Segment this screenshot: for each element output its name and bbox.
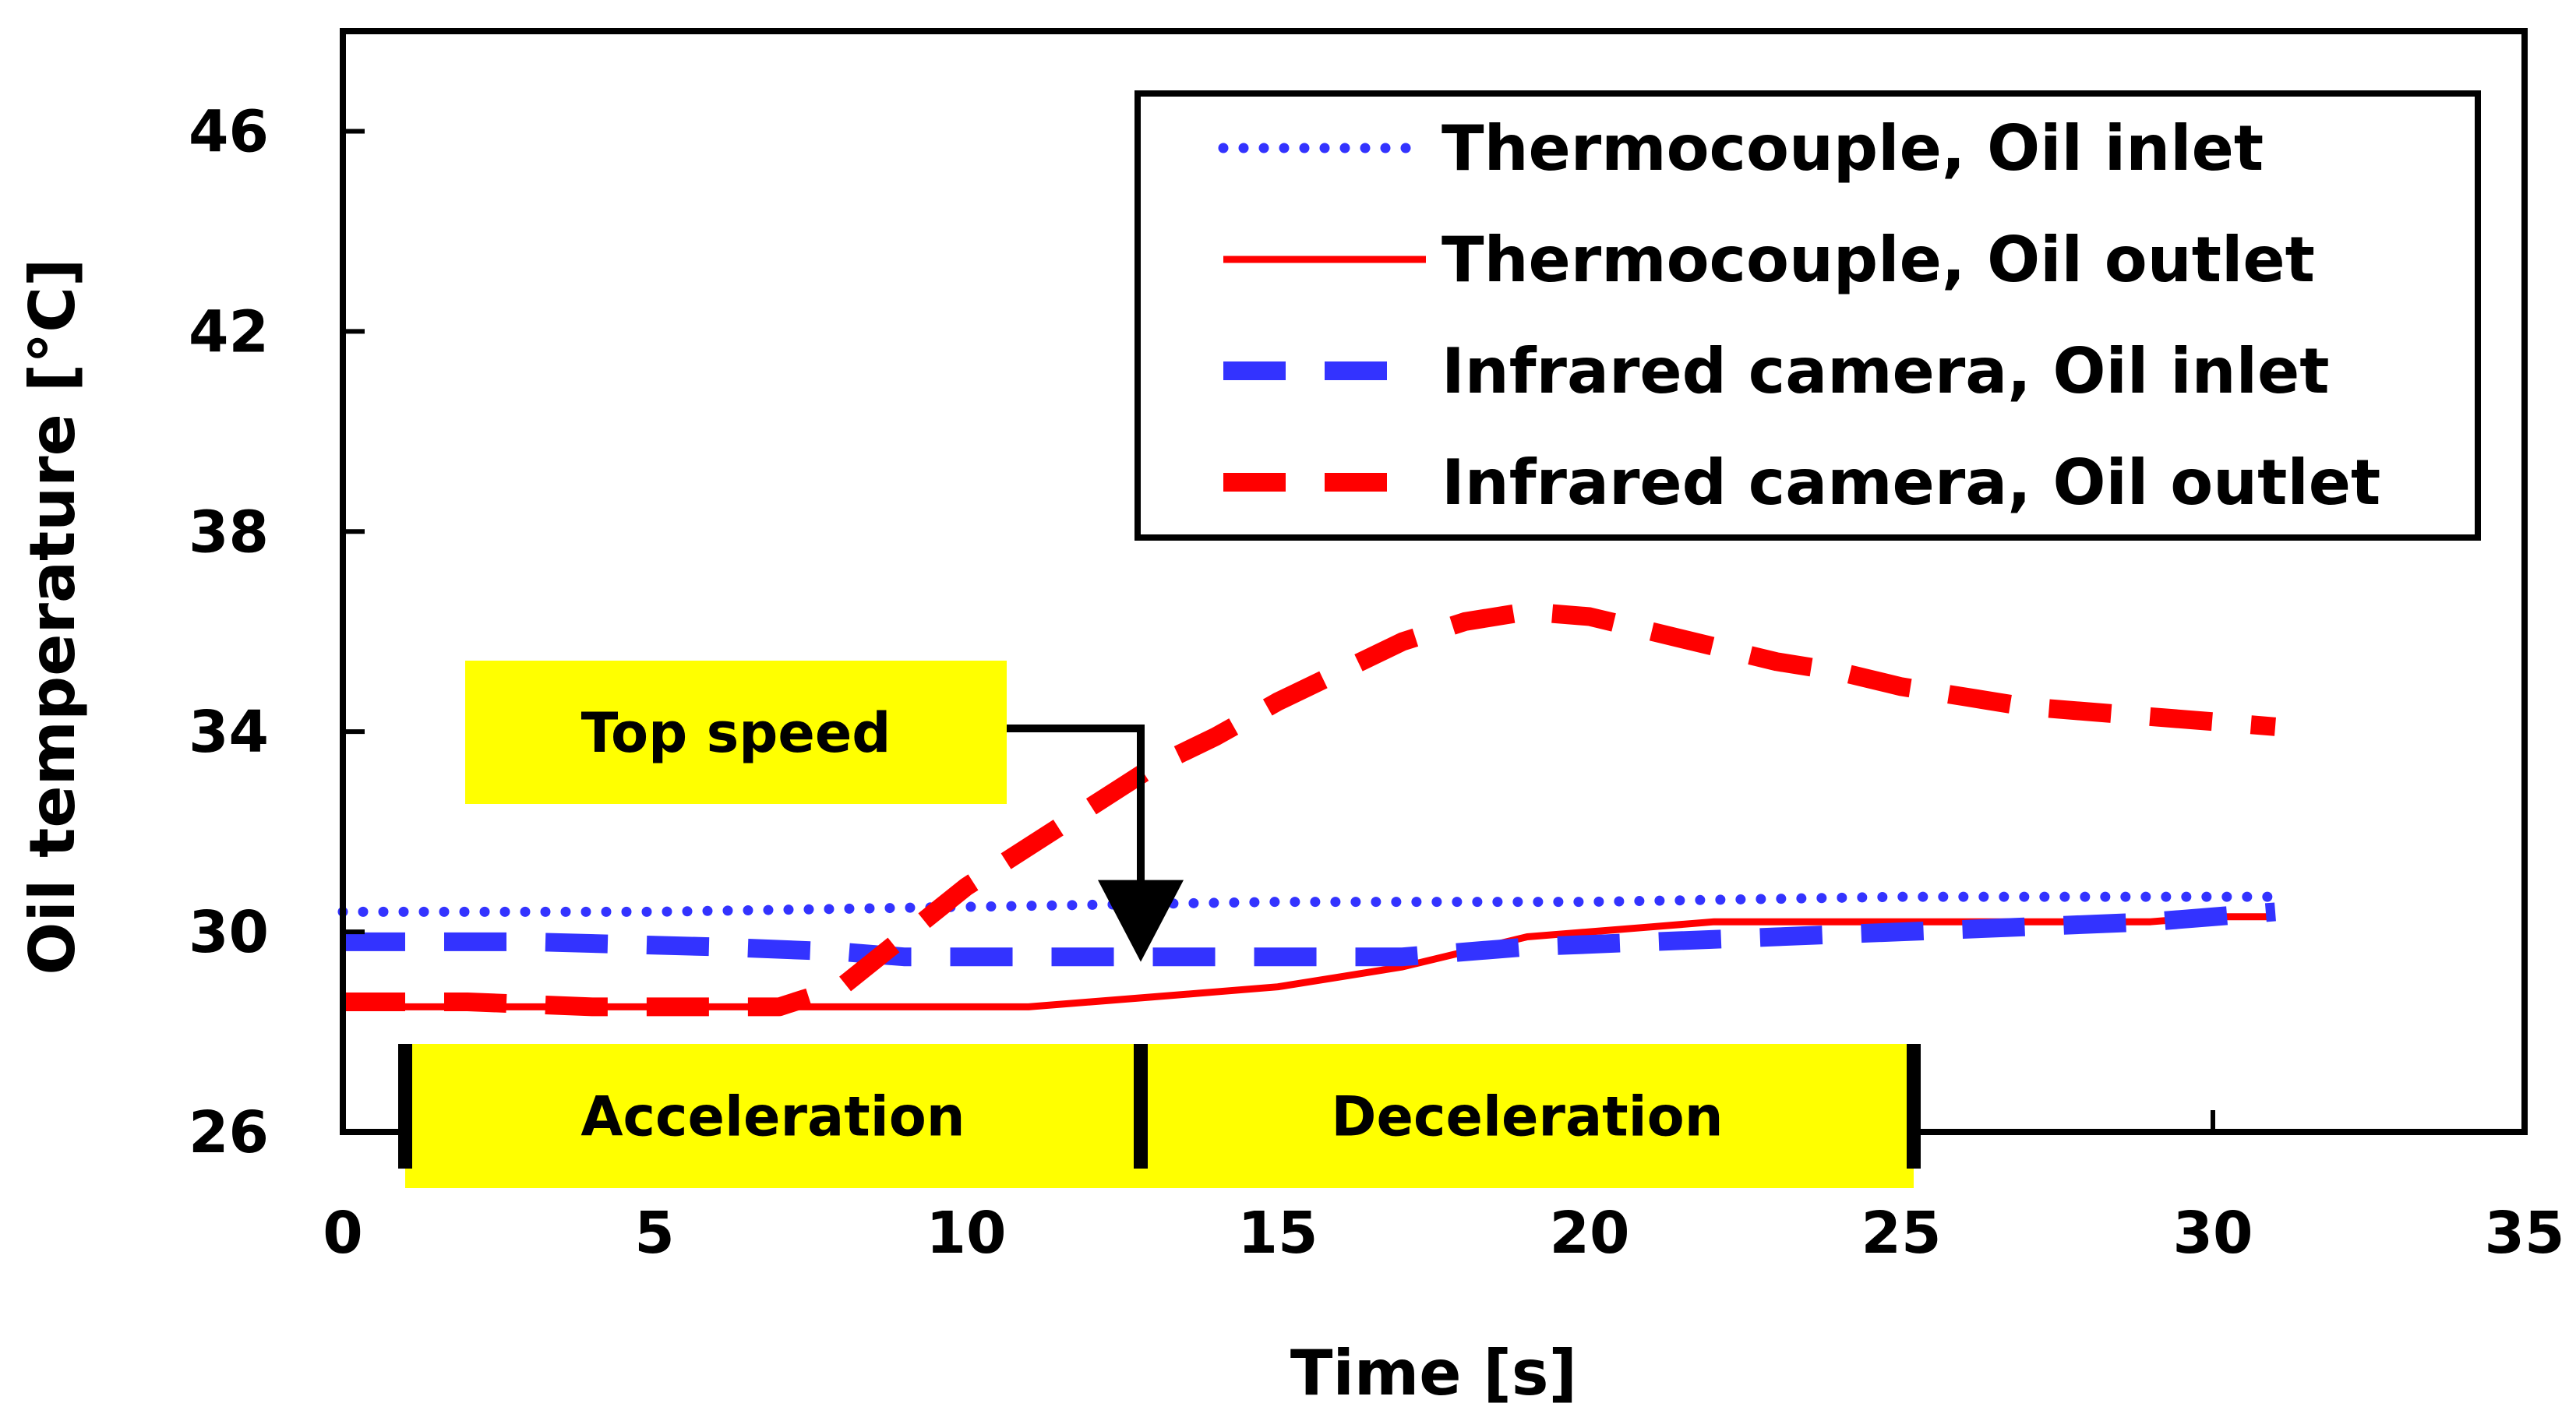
x-tick-label: 30: [2173, 1200, 2253, 1267]
x-tick-label: 35: [2485, 1200, 2565, 1267]
phase-layer: [398, 1044, 1921, 1188]
x-tick-label: 10: [926, 1200, 1007, 1267]
series-line-2: [343, 913, 2275, 1010]
y-tick-label: 26: [189, 1099, 269, 1166]
x-tick-label: 5: [634, 1200, 675, 1267]
y-tick-label: 42: [189, 298, 269, 365]
x-tick-label: 0: [323, 1200, 363, 1267]
series-line-1: [337, 891, 2281, 917]
legend: Thermocouple, Oil inlet Thermocouple, Oil…: [1134, 90, 2481, 541]
y-tick-label: 46: [189, 98, 269, 165]
legend-box: [1134, 90, 2481, 541]
x-tick-label: 25: [1861, 1200, 1942, 1267]
top-speed-label: Top speed: [581, 701, 891, 765]
top-speed-arrow-head: [1098, 880, 1184, 962]
series-line-3: [343, 902, 2276, 967]
legend-label: Infrared camera, Oil outlet: [1442, 446, 2380, 519]
phase-label: Deceleration: [1331, 1085, 1723, 1149]
x-tick-label: 15: [1238, 1200, 1318, 1267]
legend-label: Thermocouple, Oil outlet: [1442, 224, 2315, 296]
annotation-layer: [465, 661, 1184, 962]
y-tick-label: 30: [189, 899, 269, 966]
top-speed-arrow-line: [1007, 725, 1145, 900]
series-line-4: [343, 602, 2276, 1017]
label-layer: 26 30 34 38 42 46 0 5 10 15 20 25 30 35 Time [s] Oil te…: [16, 98, 2564, 1409]
phase-box: [1141, 1044, 1914, 1188]
y-tick-label: 38: [189, 499, 269, 566]
y-tick-label: 34: [189, 699, 269, 766]
x-axis-title: Time [s]: [1290, 1337, 1577, 1409]
x-tick-label: 20: [1550, 1200, 1630, 1267]
phase-label: Acceleration: [580, 1085, 965, 1149]
phase-box: [405, 1044, 1141, 1188]
y-axis-title: Oil temperature [°C]: [16, 258, 89, 975]
top-speed-box: [465, 661, 1007, 804]
legend-label: Thermocouple, Oil inlet: [1442, 112, 2264, 185]
legend-label: Infrared camera, Oil inlet: [1442, 335, 2330, 407]
series-layer: [337, 602, 2281, 1017]
